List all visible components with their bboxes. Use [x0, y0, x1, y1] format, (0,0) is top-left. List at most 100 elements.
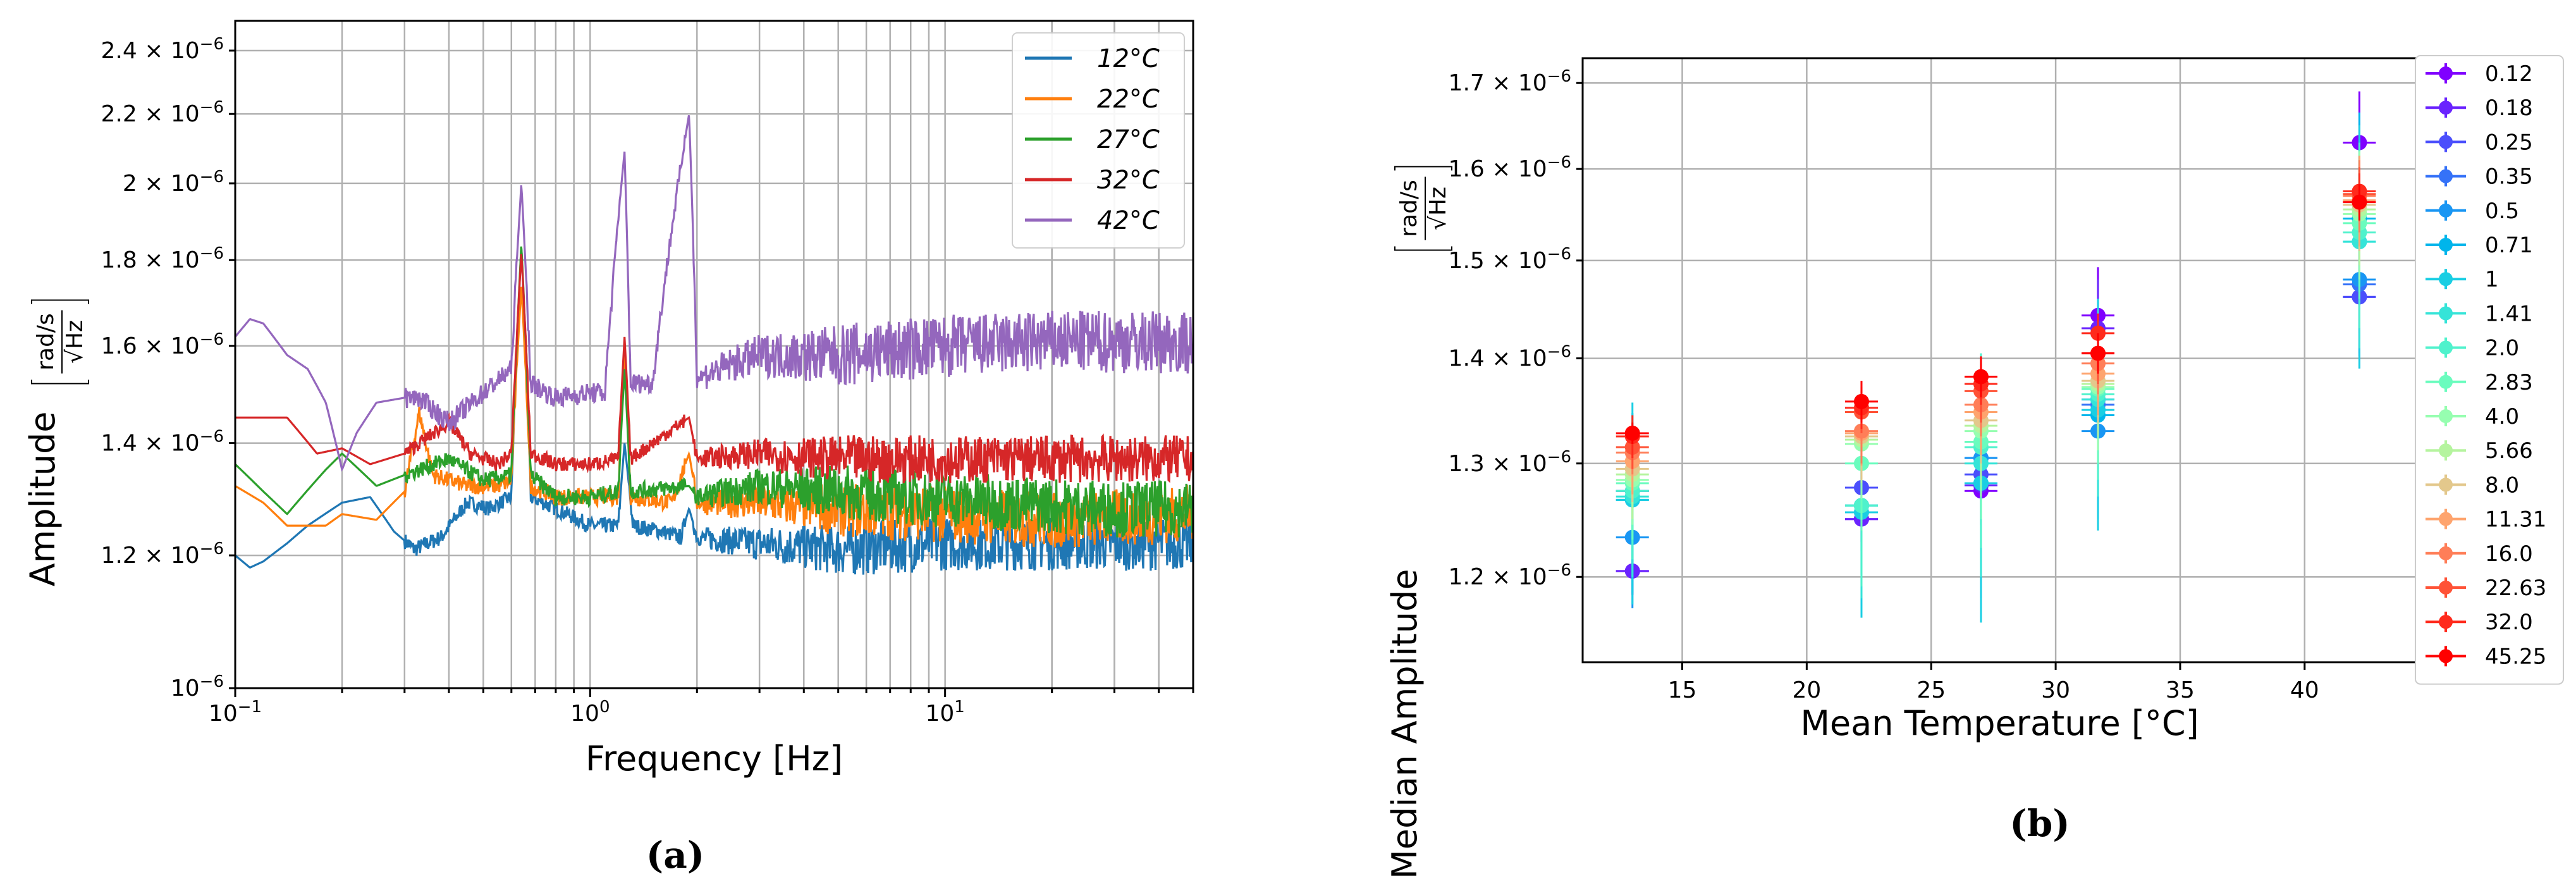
- legend-label-0.12: 0.12: [2485, 61, 2533, 87]
- legend-swatch-dot-0.5: [2439, 203, 2453, 218]
- panel-b-legend-box: [2415, 55, 2564, 685]
- series-2.0: [1616, 142, 2376, 587]
- series-1: [1616, 125, 2376, 623]
- panel-a-y-unit: rad/s √Hz: [31, 299, 89, 385]
- panel-b-y-tick-label: 1.5 × 10−6: [1449, 245, 1571, 274]
- series-4.0: [1616, 151, 2376, 525]
- legend-label-32.0: 32.0: [2485, 610, 2533, 635]
- panel-a-y-tick-label: 1.8 × 10−6: [101, 244, 224, 273]
- panel-a-plot-area: [235, 115, 1193, 575]
- series-line-27C: [235, 246, 1193, 538]
- series-line-22C: [235, 287, 1193, 548]
- legend-label-0.35: 0.35: [2485, 164, 2533, 190]
- legend-label-5.66: 5.66: [2485, 438, 2533, 464]
- panel-a-y-axis-label-group: Amplitude rad/s √Hz: [23, 299, 89, 586]
- series-5.66: [1616, 156, 2376, 519]
- series-0.71: [1616, 112, 2376, 599]
- series-0.12: [1616, 91, 2376, 595]
- panel-a-y-tick-label: 2.2 × 10−6: [101, 98, 224, 127]
- legend-swatch-dot-1.41: [2439, 306, 2453, 321]
- legend-swatch-dot-4.0: [2439, 409, 2453, 423]
- legend-swatch-dot-45.25: [2439, 649, 2453, 663]
- panel-b-y-unit-numerator: rad/s: [1396, 180, 1422, 237]
- series-8.0: [1616, 160, 2376, 502]
- panel-a-x-tick-label: 101: [925, 698, 964, 727]
- panel-b-x-tick-label: 25: [1917, 677, 1946, 703]
- panel-a-y-tick-label: 1.4 × 10−6: [101, 428, 224, 457]
- legend-label-22C: 22°C: [1097, 85, 1160, 114]
- legend-label-22.63: 22.63: [2485, 576, 2546, 601]
- point-45.25: [1624, 425, 1640, 441]
- series-0.18: [1616, 240, 2376, 595]
- panel-b-x-tick-label: 40: [2290, 677, 2319, 703]
- point-45.25: [2090, 345, 2106, 361]
- panel-a-x-tick-label: 100: [570, 698, 610, 727]
- series-0.25: [1616, 240, 2376, 525]
- legend-label-1.41: 1.41: [2485, 301, 2533, 326]
- legend-label-12C: 12°C: [1097, 44, 1160, 73]
- series-22.63: [1616, 167, 2376, 469]
- legend-label-42C: 42°C: [1097, 206, 1160, 235]
- legend-label-0.5: 0.5: [2485, 199, 2519, 224]
- panel-a-x-axis-label: Frequency [Hz]: [586, 739, 843, 779]
- legend-swatch-dot-0.18: [2439, 101, 2453, 115]
- legend-label-27C: 27°C: [1097, 125, 1160, 154]
- legend-label-16.0: 16.0: [2485, 541, 2533, 567]
- panel-a-y-unit-bracket: [31, 299, 89, 385]
- legend-swatch-dot-0.71: [2439, 238, 2453, 252]
- panel-b-x-tick-label: 20: [1792, 677, 1821, 703]
- legend-swatch-dot-0.12: [2439, 66, 2453, 80]
- legend-swatch-dot-2.83: [2439, 374, 2453, 389]
- series-line-42C: [235, 115, 1193, 472]
- legend-swatch-dot-8.0: [2439, 478, 2453, 492]
- point-45.25: [2352, 194, 2367, 210]
- series-45.25: [1616, 184, 2376, 444]
- panel-b-y-tick-label: 1.6 × 10−6: [1449, 153, 1571, 182]
- legend-label-2.0: 2.0: [2485, 336, 2519, 361]
- panel-b-frame: [1581, 57, 2418, 663]
- legend-label-45.25: 45.25: [2485, 644, 2546, 669]
- panel-a-y-tick-label: 2 × 10−6: [123, 168, 224, 197]
- caption-a: (a): [646, 834, 704, 877]
- panel-a-y-tick-label: 10−6: [171, 672, 224, 701]
- panel-a-ticks: 10−1 100 101 10−6 1.2 × 10−6 1.4 × 10−6 1.6 × …: [101, 35, 1194, 727]
- panel-b-ticks: 15 20 25 30 35 40 1.2 × 10−6 1.3 × 10−6 1.4 × 10…: [1449, 67, 2319, 703]
- point-45.25: [1973, 369, 1989, 385]
- legend-label-0.25: 0.25: [2485, 130, 2533, 155]
- caption-b: (b): [2009, 802, 2070, 845]
- legend-swatch-dot-2.0: [2439, 340, 2453, 355]
- legend-label-32C: 32°C: [1097, 166, 1160, 195]
- panel-a-frame: [234, 20, 1194, 689]
- series-line-12C: [235, 246, 1193, 575]
- panel-b-x-tick-label: 15: [1668, 677, 1697, 703]
- series-1.41: [1616, 142, 2376, 599]
- legend-swatch-dot-16.0: [2439, 546, 2453, 560]
- legend-label-11.31: 11.31: [2485, 507, 2546, 533]
- panel-b-y-axis-label-group: Median Amplitude rad/s √Hz: [1385, 166, 1452, 879]
- legend-swatch-dot-22.63: [2439, 581, 2453, 595]
- panel-b-y-unit-denominator: √Hz: [1425, 187, 1451, 230]
- panel-a-y-unit-denominator: √Hz: [62, 320, 88, 364]
- panel-b-y-unit: rad/s √Hz: [1394, 166, 1452, 251]
- series-16.0: [1616, 160, 2376, 475]
- panel-a: 10−1 100 101 10−6 1.2 × 10−6 1.4 × 10−6 1.6 × …: [23, 20, 1194, 877]
- panel-b-legend: 0.12 0.18 0.25 0.35 0.5 0.71 1 1.41 2.0 2.83 4.0 5.…: [2415, 55, 2564, 685]
- panel-a-y-tick-label: 2.4 × 10−6: [101, 35, 224, 64]
- legend-swatch-dot-11.31: [2439, 512, 2453, 526]
- legend-label-8.0: 8.0: [2485, 472, 2519, 498]
- panel-b-grid: [1583, 58, 2417, 662]
- panel-a-legend-box: [1012, 32, 1185, 249]
- panel-a-x-tick-label: 10−1: [209, 698, 262, 727]
- series-11.31: [1616, 156, 2376, 495]
- legend-swatch-dot-0.35: [2439, 169, 2453, 183]
- panel-b-y-tick-label: 1.4 × 10−6: [1449, 343, 1571, 372]
- legend-label-2.83: 2.83: [2485, 370, 2533, 395]
- panel-b-x-tick-label: 30: [2041, 677, 2070, 703]
- legend-swatch-dot-1: [2439, 272, 2453, 287]
- legend-swatch-dot-32.0: [2439, 615, 2453, 629]
- point-45.25: [1853, 393, 1869, 409]
- panel-b-y-tick-label: 1.3 × 10−6: [1449, 448, 1571, 477]
- series-2.83: [1616, 151, 2376, 540]
- panel-b-y-unit-bracket: [1394, 166, 1452, 251]
